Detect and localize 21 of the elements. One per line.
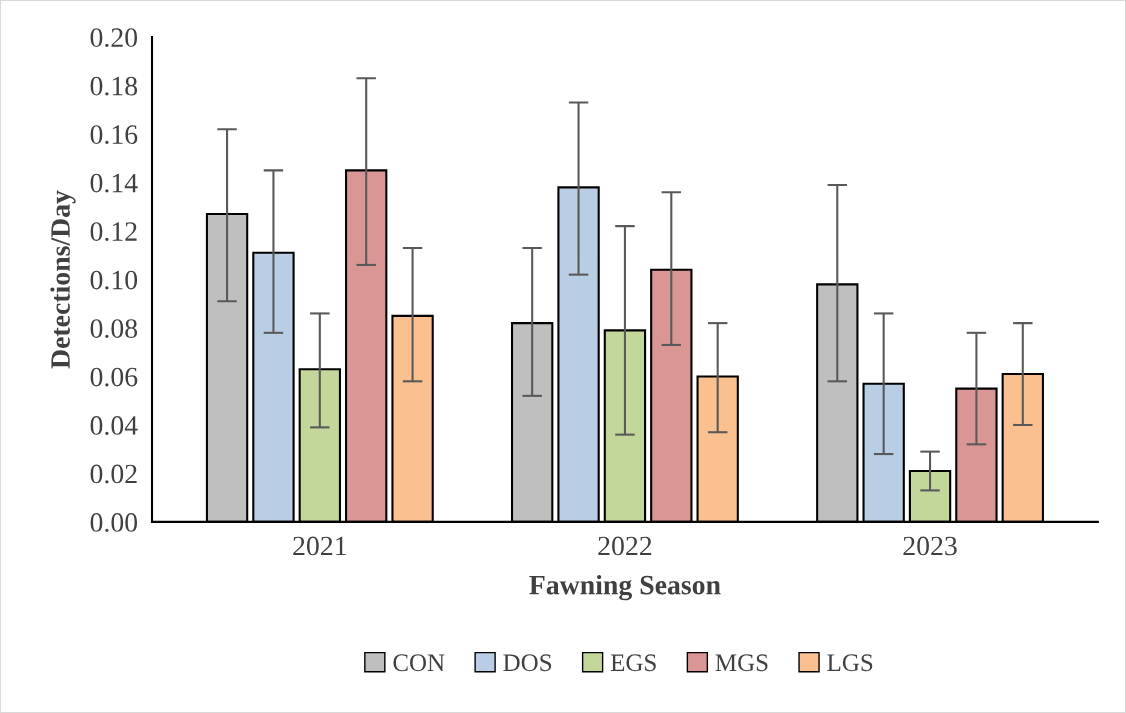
y-tick-label: 0.20 [90,28,138,48]
y-tick-label: 0.08 [90,319,138,339]
legend-label: CON [393,654,445,672]
y-tick-label: 0.10 [90,270,138,290]
y-tick-label: 0.06 [90,367,138,387]
legend-label: EGS [610,654,656,672]
y-tick-label: 0.00 [90,513,138,532]
y-tick-label: 0.14 [90,173,138,193]
legend-label: LGS [827,654,873,672]
y-tick-label: 0.12 [90,222,137,242]
legend-label: MGS [715,654,768,672]
y-tick-label: 0.18 [90,76,138,96]
x-tick-label: 2022 [598,536,652,556]
legend-label: DOS [503,654,552,672]
x-tick-label: 2021 [293,536,346,556]
y-tick-label: 0.04 [90,416,138,435]
x-axis-title: Fawning Season [529,574,721,601]
y-tick-label: 0.02 [90,464,137,484]
y-axis-title: Detections/Day [50,190,76,369]
y-tick-label: 0.16 [90,125,138,145]
x-tick-label: 2023 [903,536,957,556]
